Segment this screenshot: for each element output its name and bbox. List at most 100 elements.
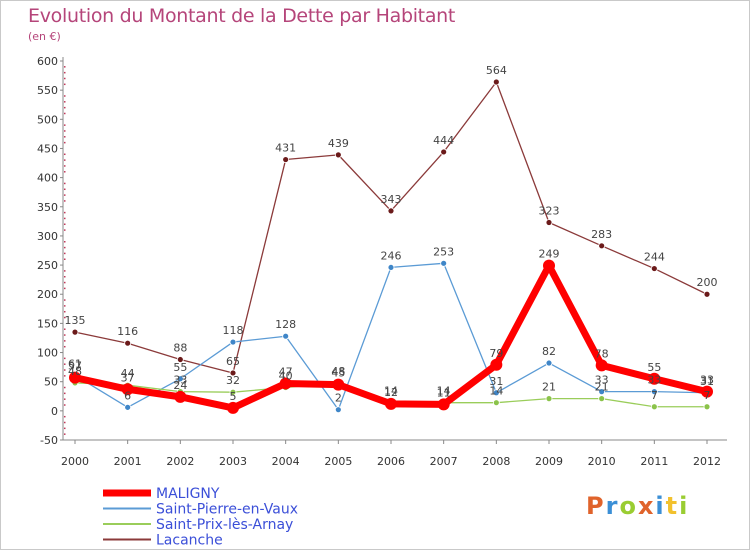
data-label: 14 [489,385,503,398]
data-label: 249 [539,248,560,261]
data-label: 14 [437,385,451,398]
y-minor-tick [64,404,66,406]
y-minor-tick [64,433,66,435]
data-point [650,388,658,396]
data-point [701,385,713,398]
data-point [595,359,608,372]
data-point [71,328,79,336]
data-label: 564 [486,64,507,77]
data-label: 5 [230,390,237,403]
y-tick-label: 100 [37,347,58,360]
y-tick-label: 150 [37,317,58,330]
data-point [598,388,606,396]
x-tick-label: 2009 [535,455,563,468]
legend-label: Saint-Pierre-en-Vaux [156,502,298,518]
data-label: 431 [275,142,296,155]
y-minor-tick [64,153,66,156]
y-minor-tick [64,252,66,255]
y-minor-tick [64,194,66,196]
data-label: 12 [384,386,398,399]
data-label: 118 [223,324,244,337]
y-minor-tick [64,310,66,313]
y-minor-tick [64,83,66,86]
x-tick-label: 2008 [482,455,510,468]
data-point [176,375,184,383]
y-minor-tick [64,217,66,220]
y-tick-label: 450 [37,142,58,155]
data-point [332,378,345,391]
data-label: 55 [647,361,661,374]
y-minor-tick [64,223,66,226]
y-minor-tick [64,375,66,377]
y-minor-tick [64,136,66,138]
y-tick-label: 350 [37,201,58,214]
data-label: 45 [331,367,345,380]
y-minor-tick [64,229,66,231]
y-tick-label: 600 [37,55,58,68]
y-minor-tick [64,101,66,103]
data-point [174,390,187,403]
data-label: 37 [121,371,135,384]
y-minor-tick [64,345,66,348]
y-minor-tick [64,305,66,307]
x-tick-label: 2010 [588,455,616,468]
data-point [492,399,500,407]
y-minor-tick [64,328,66,330]
data-label: 21 [595,381,609,394]
data-point [387,264,395,271]
data-label: 14 [384,385,398,398]
data-label: 40 [279,370,293,383]
y-minor-tick [64,369,66,371]
y-minor-tick [64,421,66,424]
y-tick-label: 300 [37,230,58,243]
data-point [545,395,553,403]
data-label: 7 [651,389,658,402]
y-minor-tick [64,159,66,161]
data-point [385,397,397,410]
data-point [121,383,134,396]
data-label: 24 [173,379,187,392]
proxiti-logo: Proxiti [586,492,690,520]
y-minor-tick [64,130,66,132]
y-tick-label: 50 [44,376,58,389]
y-tick-label: 250 [37,259,58,272]
chart-title: Evolution du Montant de la Dette par Hab… [28,5,456,27]
data-label: 82 [542,345,556,358]
data-point [650,403,658,411]
data-label: 283 [591,228,612,241]
x-tick-label: 2005 [324,455,352,468]
data-point [229,338,237,346]
data-point [650,265,658,272]
y-minor-tick [64,71,66,74]
data-point [703,403,711,411]
data-label: 31 [700,375,714,388]
data-label: 444 [433,134,454,147]
data-point [598,242,606,250]
data-point [437,398,450,411]
y-minor-tick [64,77,66,80]
y-minor-tick [64,171,66,173]
data-label: 47 [279,365,293,378]
data-label: 55 [173,361,187,374]
y-minor-tick [64,112,66,115]
data-label: 44 [121,367,135,380]
data-label: 7 [704,389,711,402]
data-label: 79 [489,347,503,360]
data-point [124,339,132,347]
y-minor-tick [64,287,66,290]
data-label: 61 [68,357,82,370]
data-point [279,377,292,390]
y-minor-tick [64,66,66,68]
legend-label: Saint-Prix-lès-Arnay [156,517,293,533]
data-point [492,78,500,86]
data-label: 57 [68,360,82,373]
data-label: 33 [173,374,187,387]
y-tick-label: 550 [37,84,58,97]
y-minor-tick [64,281,66,284]
y-minor-tick [64,124,66,126]
data-point [227,401,239,414]
data-label: 33 [700,374,714,387]
data-point [176,356,184,363]
data-label: 11 [437,386,451,399]
